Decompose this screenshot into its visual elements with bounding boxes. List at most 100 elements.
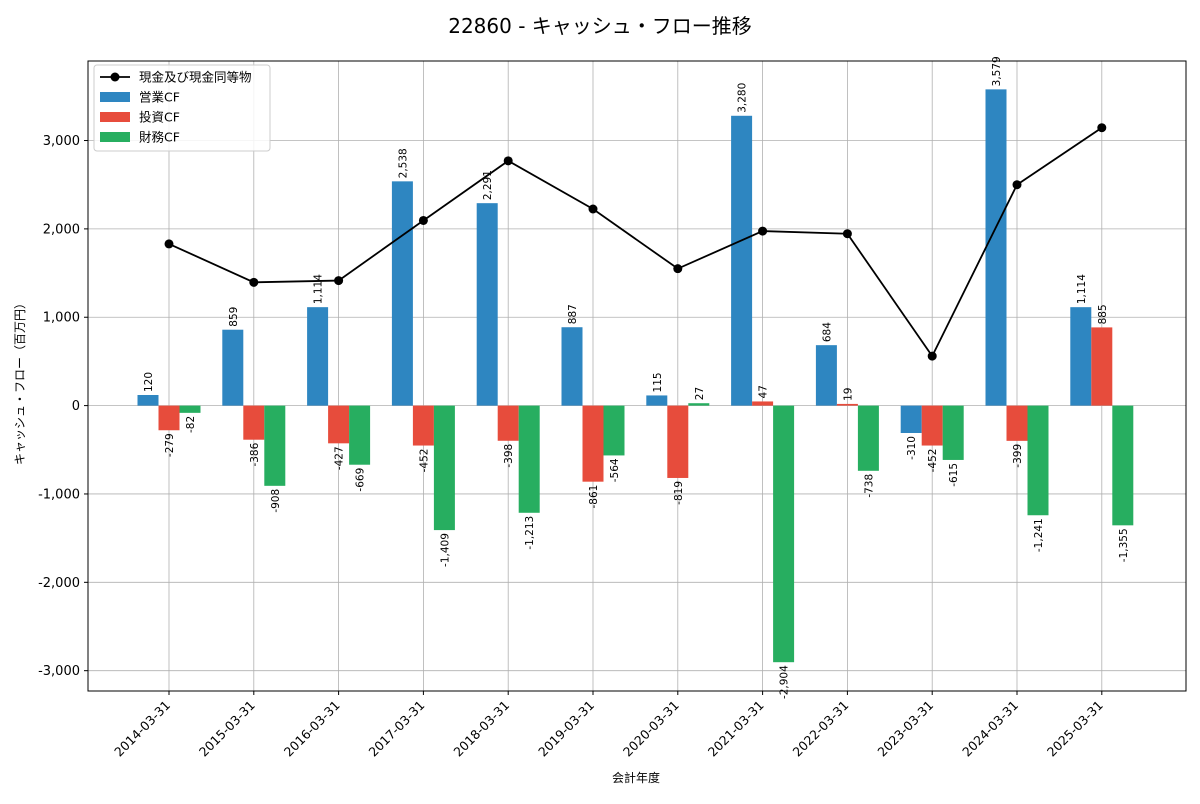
legend-line-marker bbox=[110, 72, 120, 82]
data-label: -1,355 bbox=[1118, 528, 1130, 562]
x-tick-label: 2018-03-31 bbox=[450, 698, 512, 760]
legend-bar-swatch bbox=[100, 92, 130, 102]
data-label: 47 bbox=[758, 385, 770, 398]
bar-3-2014-03-31 bbox=[179, 405, 201, 413]
data-label: -398 bbox=[503, 444, 515, 468]
data-label: 859 bbox=[228, 307, 240, 327]
data-label: 887 bbox=[567, 304, 579, 324]
bar-2-2017-03-31 bbox=[412, 405, 434, 446]
data-label: -564 bbox=[609, 458, 621, 482]
data-label: -427 bbox=[334, 446, 346, 470]
data-label: -861 bbox=[588, 485, 600, 509]
x-tick-label: 2021-03-31 bbox=[705, 698, 767, 760]
x-tick-label: 2017-03-31 bbox=[366, 698, 428, 760]
y-tick-label: -2,000 bbox=[38, 576, 80, 591]
bar-3-2020-03-31 bbox=[688, 403, 710, 406]
line-layer bbox=[164, 123, 1107, 361]
data-label: -452 bbox=[927, 449, 939, 473]
bar-3-2015-03-31 bbox=[264, 405, 286, 486]
data-label: 120 bbox=[143, 372, 155, 392]
y-tick-label: 1,000 bbox=[43, 311, 80, 326]
cash-balance-point bbox=[673, 264, 683, 274]
bar-1-2017-03-31 bbox=[391, 181, 413, 406]
bar-3-2018-03-31 bbox=[518, 405, 540, 513]
bar-1-2020-03-31 bbox=[646, 395, 668, 406]
y-tick-label: 0 bbox=[72, 399, 80, 414]
cash-balance-point bbox=[249, 277, 259, 287]
bar-2-2018-03-31 bbox=[497, 405, 519, 441]
legend-label: 投資CF bbox=[139, 110, 180, 125]
data-label: -386 bbox=[249, 442, 261, 466]
bar-1-2022-03-31 bbox=[815, 345, 837, 406]
bar-3-2024-03-31 bbox=[1027, 405, 1049, 516]
bar-2-2014-03-31 bbox=[158, 405, 180, 431]
data-label: -669 bbox=[355, 468, 367, 492]
x-tick-label: 2023-03-31 bbox=[874, 698, 936, 760]
cash-balance-point bbox=[1012, 180, 1022, 190]
data-label: 684 bbox=[821, 322, 833, 342]
bar-3-2019-03-31 bbox=[603, 405, 625, 456]
cash-balance-point bbox=[418, 215, 428, 225]
bar-1-2014-03-31 bbox=[137, 394, 159, 406]
data-label: -738 bbox=[863, 474, 875, 498]
cash-balance-point bbox=[1097, 123, 1107, 133]
y-tick-label: 2,000 bbox=[43, 222, 80, 237]
data-label: -908 bbox=[270, 489, 282, 513]
bar-2-2023-03-31 bbox=[921, 405, 943, 446]
bar-1-2019-03-31 bbox=[561, 327, 583, 406]
bar-3-2021-03-31 bbox=[773, 405, 795, 663]
bar-1-2018-03-31 bbox=[476, 203, 498, 406]
plot-frame bbox=[87, 60, 1187, 692]
chart-title: 22860 - キャッシュ・フロー推移 bbox=[448, 14, 752, 38]
data-label: 3,579 bbox=[991, 56, 1003, 86]
bar-3-2022-03-31 bbox=[857, 405, 879, 471]
bar-2-2021-03-31 bbox=[752, 401, 774, 406]
data-label: -452 bbox=[418, 449, 430, 473]
grid-layer bbox=[88, 61, 1186, 691]
bar-2-2024-03-31 bbox=[1006, 405, 1028, 441]
data-label: -1,213 bbox=[524, 516, 536, 550]
bars-layer bbox=[137, 89, 1134, 663]
bar-2-2022-03-31 bbox=[836, 403, 858, 406]
legend-box bbox=[93, 64, 271, 152]
data-label: 115 bbox=[652, 372, 664, 392]
data-label: -819 bbox=[673, 481, 685, 505]
cash-balance-point bbox=[588, 204, 598, 214]
data-label: -615 bbox=[948, 463, 960, 487]
legend-bar-swatch bbox=[100, 132, 130, 142]
data-label: -1,241 bbox=[1033, 518, 1045, 552]
x-tick-label: 2020-03-31 bbox=[620, 698, 682, 760]
cash-balance-point bbox=[334, 276, 344, 286]
x-tick-label: 2016-03-31 bbox=[281, 698, 343, 760]
bar-2-2020-03-31 bbox=[667, 405, 689, 478]
data-label: 1,114 bbox=[1076, 274, 1088, 304]
data-label: 3,280 bbox=[737, 83, 749, 113]
data-label: -399 bbox=[1012, 444, 1024, 468]
cash-balance-point bbox=[842, 229, 852, 239]
data-labels-layer: 120 859 1,114 2,538 2,291 887 115 3,280 684 -310 3… bbox=[143, 56, 1130, 699]
data-label: -82 bbox=[185, 416, 197, 433]
bar-1-2021-03-31 bbox=[731, 115, 753, 406]
x-tick-label: 2019-03-31 bbox=[535, 698, 597, 760]
bar-3-2016-03-31 bbox=[349, 405, 371, 465]
legend-label: 営業CF bbox=[139, 90, 180, 105]
x-axis-label: 会計年度 bbox=[612, 770, 660, 785]
cash-balance-point bbox=[164, 239, 174, 249]
bar-2-2025-03-31 bbox=[1091, 327, 1113, 406]
data-label: 27 bbox=[694, 387, 706, 400]
bar-2-2016-03-31 bbox=[328, 405, 350, 444]
legend-bar-swatch bbox=[100, 112, 130, 122]
bar-2-2019-03-31 bbox=[582, 405, 604, 482]
x-tick-label: 2022-03-31 bbox=[790, 698, 852, 760]
cash-balance-point bbox=[758, 226, 768, 236]
data-label: -2,904 bbox=[779, 665, 791, 699]
bar-1-2024-03-31 bbox=[985, 89, 1007, 406]
bar-3-2017-03-31 bbox=[433, 405, 455, 531]
x-tick-label: 2015-03-31 bbox=[196, 698, 258, 760]
bar-1-2015-03-31 bbox=[222, 329, 244, 406]
data-label: 885 bbox=[1097, 304, 1109, 324]
data-label: -310 bbox=[906, 436, 918, 460]
